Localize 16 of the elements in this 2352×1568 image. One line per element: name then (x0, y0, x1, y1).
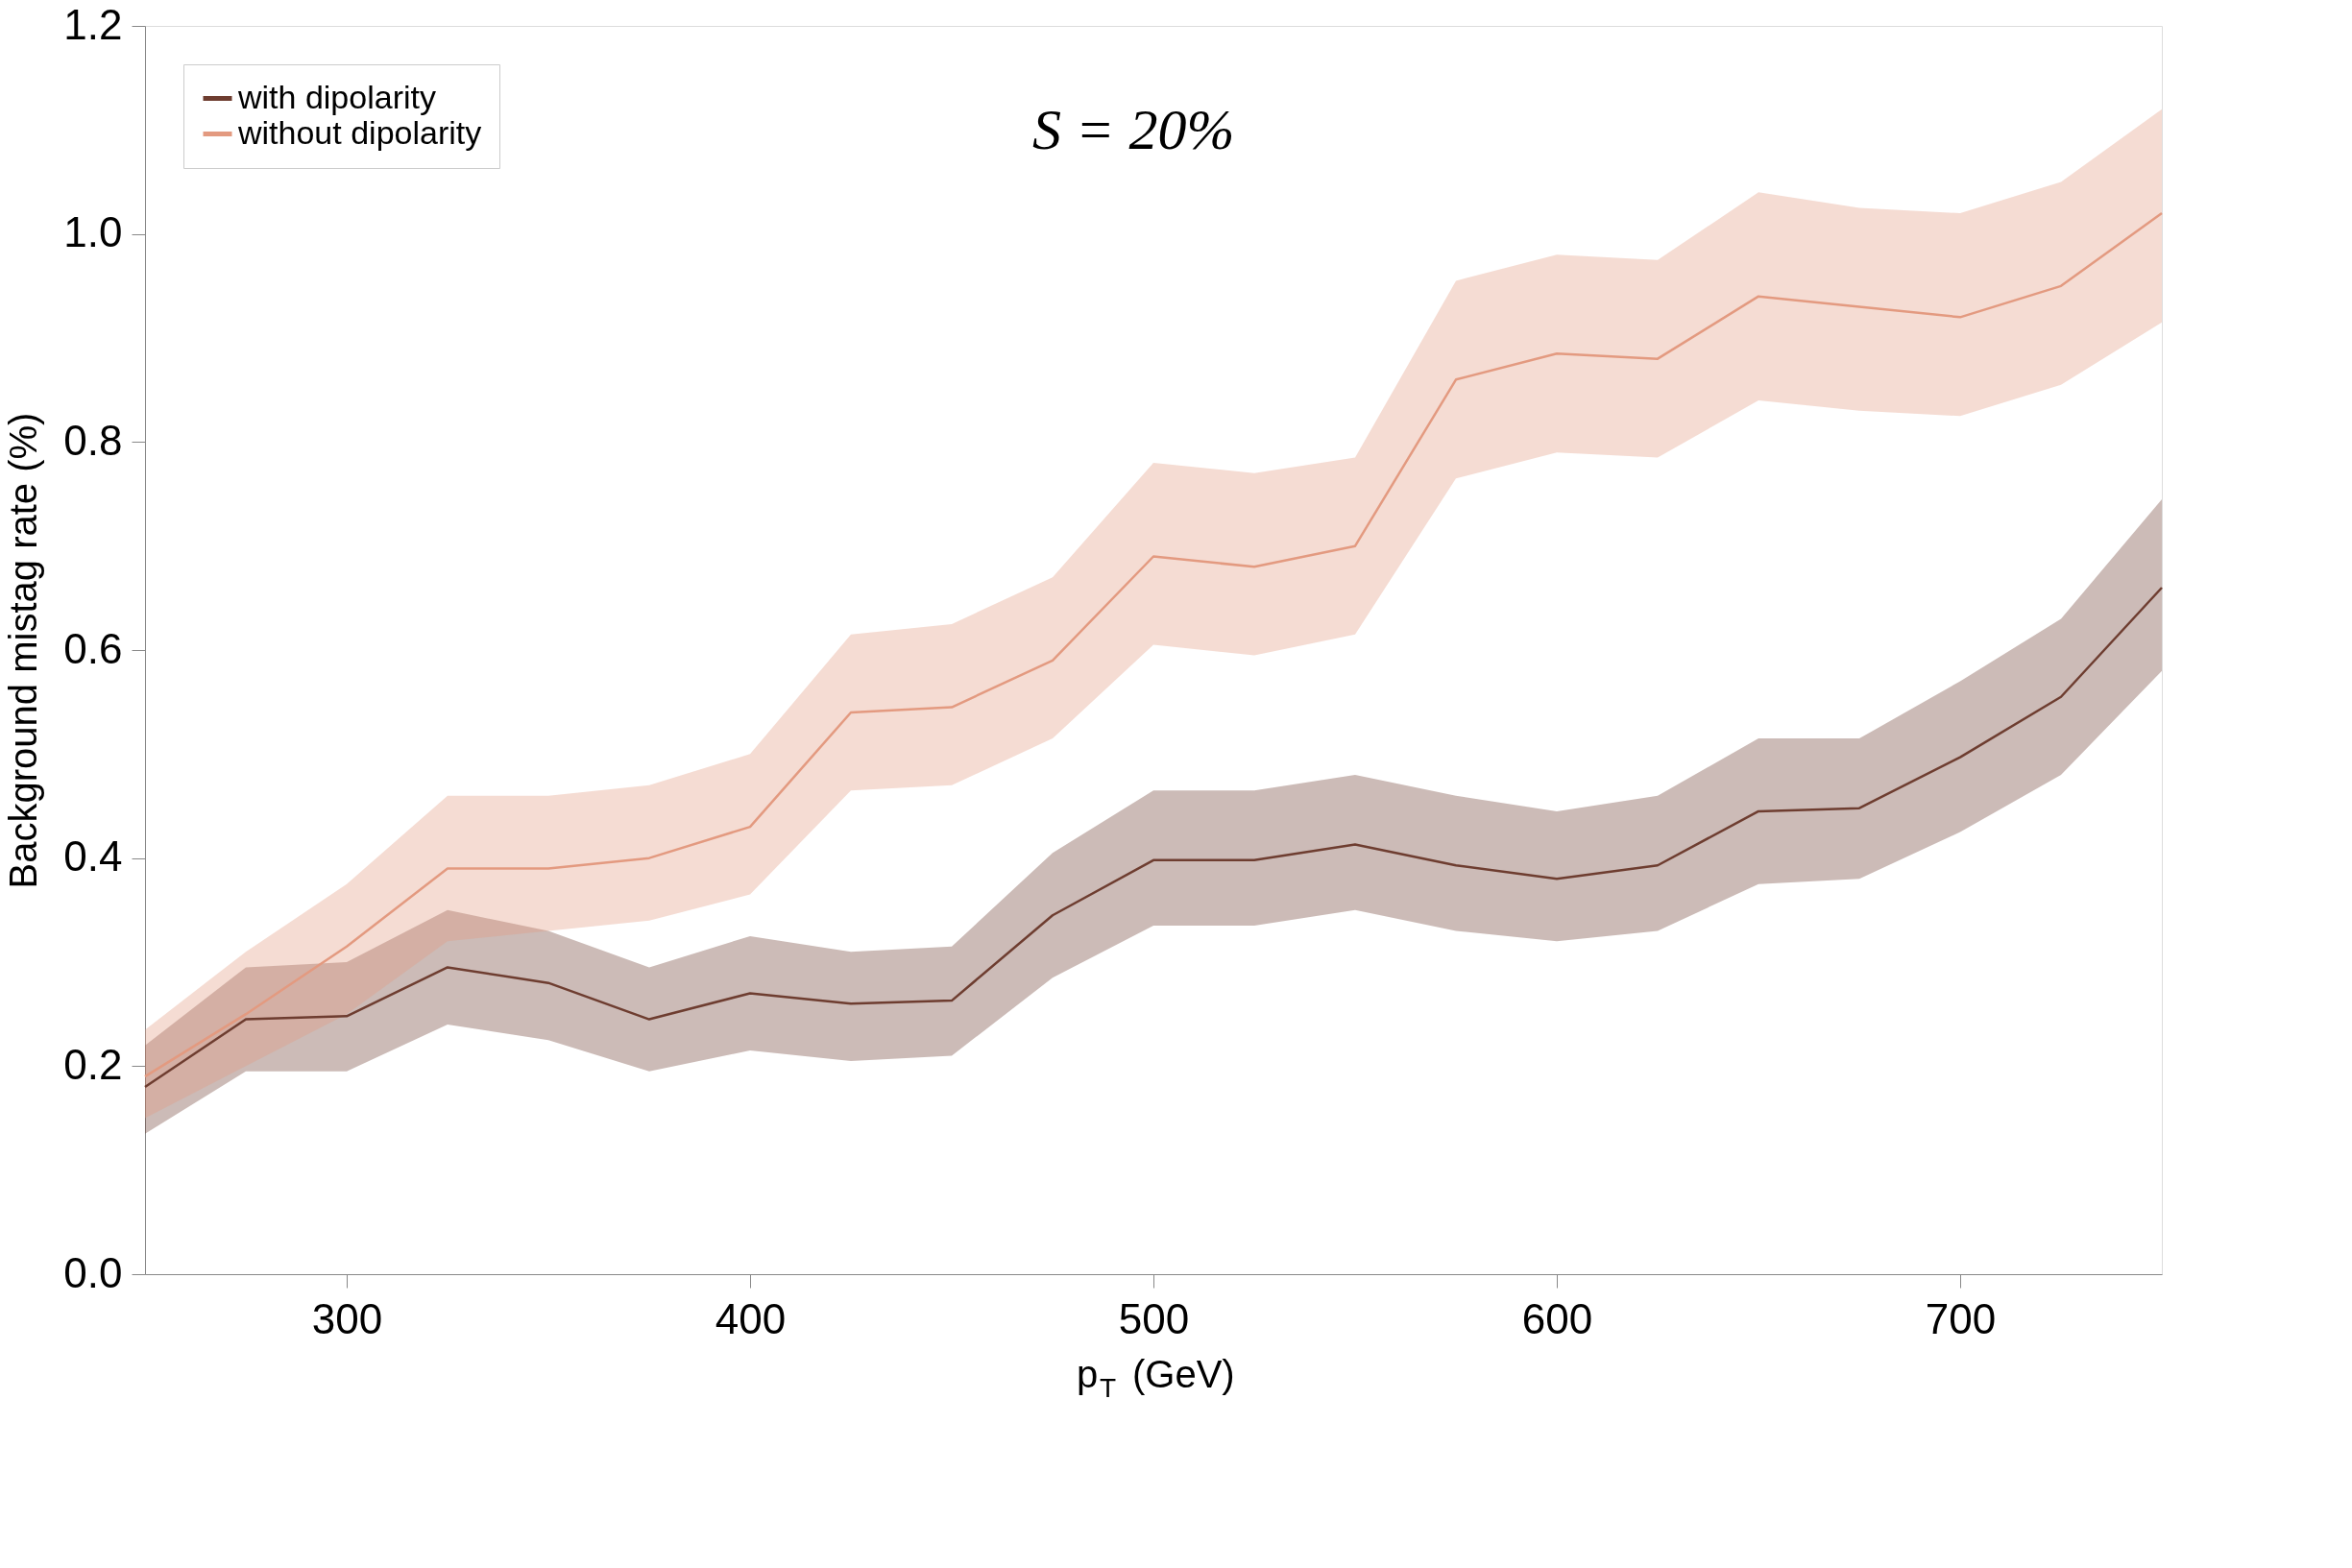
y-tick-label: 1.0 (63, 208, 123, 256)
y-tick-label: 0.4 (63, 832, 123, 880)
line-series (143, 586, 2164, 1089)
x-tick-label: 700 (1925, 1294, 1997, 1342)
x-tick-label: 400 (715, 1294, 787, 1342)
x-tick-label: 600 (1521, 1294, 1593, 1342)
y-tick-label: 0.0 (63, 1248, 123, 1296)
y-tick-label: 0.8 (63, 416, 123, 464)
x-tick-label: 500 (1118, 1294, 1190, 1342)
annotation: S = 20% (1032, 98, 1235, 161)
y-tick-label: 0.6 (63, 624, 123, 672)
x-tick-label: 300 (311, 1294, 383, 1342)
y-tick-label: 0.2 (63, 1040, 123, 1088)
y-tick-label: 1.2 (63, 0, 123, 48)
legend-label: with dipolarity (237, 78, 436, 115)
y-axis-title: Background mistag rate (%) (2, 412, 45, 889)
